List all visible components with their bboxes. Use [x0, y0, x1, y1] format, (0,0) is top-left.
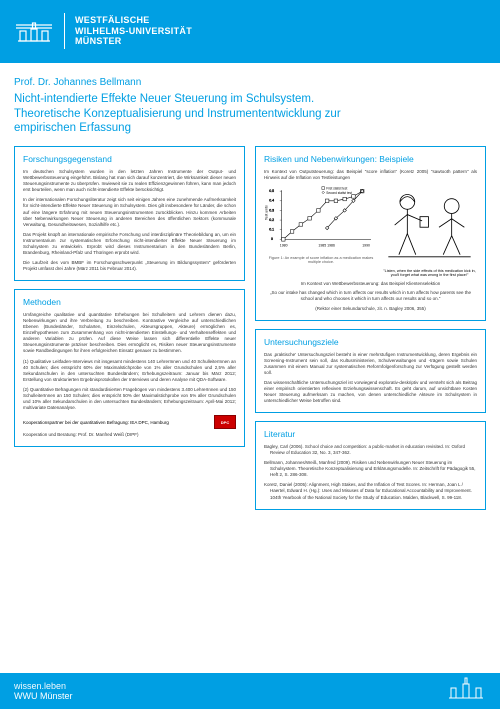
cartoon-caption: "Listen, when the side effects of this m…	[382, 269, 477, 278]
author-name: Prof. Dr. Johannes Bellmann	[14, 77, 486, 88]
section-literatur: Literatur Bagley, Carl (2006). School ch…	[255, 421, 486, 510]
svg-text:0.5: 0.5	[269, 189, 274, 193]
svg-text:0.2: 0.2	[269, 218, 274, 222]
dpc-logo-icon: DPC	[214, 415, 236, 429]
wwu-castle-icon	[14, 11, 54, 51]
footer-line2: WWU Münster	[14, 691, 73, 701]
footer-castle-icon	[446, 674, 486, 709]
svg-text:First statist test: First statist test	[326, 187, 347, 191]
section-untersuchungsziele: Untersuchungsziele Das ‚praktische' Unte…	[255, 329, 486, 414]
svg-text:1986: 1986	[327, 244, 335, 248]
paragraph: Im Kontext von Outputsteuerung: das Beis…	[264, 169, 477, 181]
paragraph: (2) Quantitative Befragungen mit standar…	[23, 387, 236, 411]
uni-line1: WESTFÄLISCHE	[75, 15, 192, 26]
section-methoden: Methoden Umfangreiche qualitative und qu…	[14, 289, 245, 447]
quote-text: „So our intake has changed which in turn…	[264, 290, 477, 302]
university-name: WESTFÄLISCHE WILHELMS-UNIVERSITÄT MÜNSTE…	[75, 15, 192, 47]
coop-text: Kooperationspartner bei der quantitative…	[23, 420, 169, 425]
university-logo: WESTFÄLISCHE WILHELMS-UNIVERSITÄT MÜNSTE…	[14, 11, 192, 51]
logo-divider	[64, 13, 65, 49]
heading: Methoden	[23, 297, 236, 307]
footer-bar: wissen.leben WWU Münster	[0, 673, 500, 709]
svg-text:1980: 1980	[280, 244, 288, 248]
paragraph: Im deutschen Schulsystem wurden in den l…	[23, 169, 236, 193]
quote-source: (Rektor einer Sekundarschule, zit. n. Ba…	[264, 306, 477, 312]
two-columns: Forschungsgegenstand Im deutschen Schuls…	[14, 146, 486, 509]
footer-line1: wissen.leben	[14, 681, 73, 691]
svg-text:Second statist test: Second statist test	[326, 191, 352, 195]
section-forschungsgegenstand: Forschungsgegenstand Im deutschen Schuls…	[14, 146, 245, 281]
paragraph: Das ‚praktische' Untersuchungsziel beste…	[264, 352, 477, 376]
svg-text:0.3: 0.3	[269, 209, 274, 213]
heading: Risiken und Nebenwirkungen: Beispiele	[264, 154, 477, 164]
svg-text:0.1: 0.1	[269, 228, 274, 232]
uni-line3: MÜNSTER	[75, 36, 192, 47]
sawtooth-chart: 0 0.1 0.2 0.3 0.4 0.5 Test units 1980	[264, 185, 378, 263]
poster-body: Prof. Dr. Johannes Bellmann Nicht-intend…	[0, 63, 500, 558]
reference: Bellmann, Johannes/Weiß, Manfred (2009).…	[264, 460, 477, 478]
context-line: Im Kontext von Wettbewerbssteuerung: das…	[264, 281, 477, 287]
reference: Koretz, Daniel (2005): Alignment, High S…	[264, 482, 477, 500]
paragraph: (1) Qualitative Leitfaden-Interviews mit…	[23, 359, 236, 383]
svg-text:1985: 1985	[318, 244, 326, 248]
svg-text:Test units: Test units	[265, 205, 269, 220]
paragraph: In der internationalen Forschungsliterat…	[23, 197, 236, 227]
paragraph: Das Projekt knüpft an internationale emp…	[23, 232, 236, 256]
coop-row: Kooperationspartner bei der quantitative…	[23, 415, 236, 429]
reference: Bagley, Carl (2006). School choice and c…	[264, 444, 477, 456]
heading: Untersuchungsziele	[264, 337, 477, 347]
paragraph: Die Laufzeit des vom BMBF im Forschungss…	[23, 260, 236, 272]
header-bar: WESTFÄLISCHE WILHELMS-UNIVERSITÄT MÜNSTE…	[0, 0, 500, 62]
svg-text:0: 0	[271, 238, 273, 242]
right-column: Risiken und Nebenwirkungen: Beispiele Im…	[255, 146, 486, 509]
cartoon-image: "Listen, when the side effects of this m…	[382, 185, 477, 277]
figure-row: 0 0.1 0.2 0.3 0.4 0.5 Test units 1980	[264, 185, 477, 277]
uni-line2: WILHELMS-UNIVERSITÄT	[75, 26, 192, 37]
coop-text-2: Kooperation und Beratung: Prof. Dr. Manf…	[23, 432, 236, 438]
svg-text:1990: 1990	[362, 244, 370, 248]
poster-title: Nicht-intendierte Effekte Neuer Steuerun…	[14, 92, 344, 136]
section-risiken: Risiken und Nebenwirkungen: Beispiele Im…	[255, 146, 486, 320]
footer-text: wissen.leben WWU Münster	[14, 681, 73, 702]
chart-caption: Figure 1: An example of score inflation …	[264, 256, 378, 264]
paragraph: Das wissenschaftliche Untersuchungsziel …	[264, 380, 477, 404]
svg-text:0.4: 0.4	[269, 199, 274, 203]
heading: Literatur	[264, 429, 477, 439]
heading: Forschungsgegenstand	[23, 154, 236, 164]
left-column: Forschungsgegenstand Im deutschen Schuls…	[14, 146, 245, 509]
paragraph: Umfangreiche qualitative und quantitativ…	[23, 312, 236, 354]
